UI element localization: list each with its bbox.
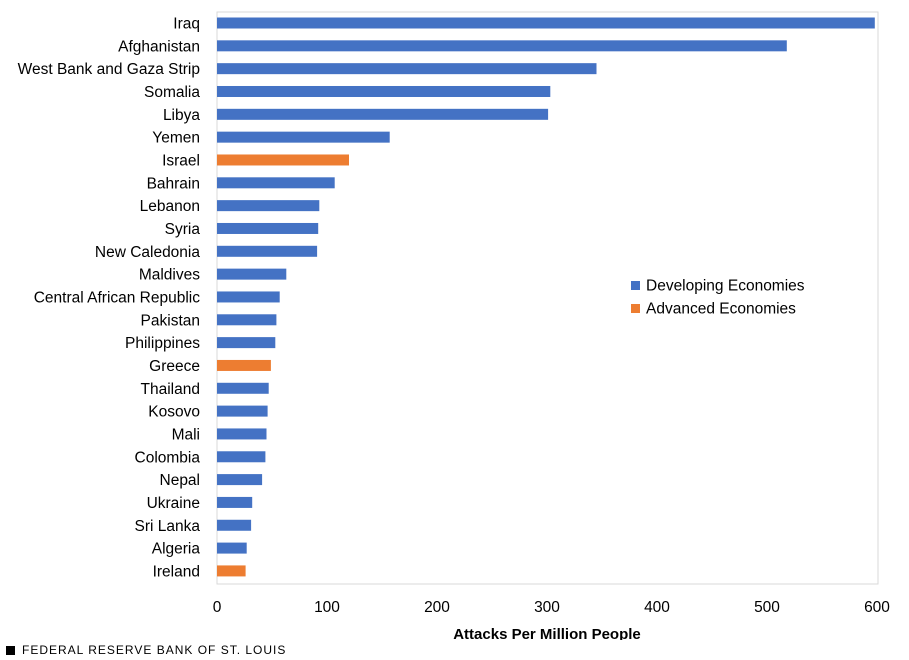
- bar-sri-lanka: [217, 519, 252, 531]
- category-label: Colombia: [135, 449, 201, 466]
- category-label: Libya: [163, 107, 200, 124]
- category-label: New Caledonia: [95, 244, 200, 261]
- category-label: Pakistan: [141, 312, 200, 329]
- legend-label: Developing Economies: [646, 278, 805, 295]
- footer-source: FEDERAL RESERVE BANK OF ST. LOUIS: [22, 643, 287, 657]
- legend-swatch: [631, 281, 640, 290]
- x-tick-label: 0: [213, 599, 222, 616]
- category-label: Greece: [149, 358, 200, 375]
- bar-greece: [217, 359, 271, 371]
- bar-kosovo: [217, 405, 268, 417]
- x-tick-label: 300: [534, 599, 560, 616]
- category-label: Ireland: [153, 563, 200, 580]
- x-tick-label: 200: [424, 599, 450, 616]
- category-labels: Iraq Afghanistan West Bank and Gaza Strip S…: [18, 16, 201, 581]
- category-label: Mali: [172, 426, 200, 443]
- category-label: Israel: [162, 152, 200, 169]
- bar-syria: [217, 222, 319, 234]
- x-tick-label: 400: [644, 599, 670, 616]
- category-label: Iraq: [173, 16, 200, 33]
- x-tick-labels: 0 100 200 300 400 500 600: [213, 599, 891, 616]
- bars-group: [217, 17, 875, 577]
- legend: Developing Economies Advanced Economies: [631, 278, 805, 318]
- category-label: Maldives: [139, 267, 200, 284]
- category-label: Bahrain: [147, 175, 200, 192]
- bar-ireland: [217, 565, 246, 577]
- bar-afghanistan: [217, 40, 787, 52]
- bar-colombia: [217, 451, 266, 463]
- x-tick-label: 600: [864, 599, 890, 616]
- category-label: Sri Lanka: [135, 518, 201, 535]
- category-label: Philippines: [125, 335, 200, 352]
- bar-pakistan: [217, 314, 277, 326]
- bar-libya: [217, 108, 549, 120]
- bar-yemen: [217, 131, 390, 143]
- footer: FEDERAL RESERVE BANK OF ST. LOUIS: [6, 643, 286, 657]
- bar-central-african-republic: [217, 291, 280, 303]
- category-label: Nepal: [160, 472, 201, 489]
- category-label: Lebanon: [140, 198, 200, 215]
- legend-swatch: [631, 304, 640, 313]
- bar-maldives: [217, 268, 287, 280]
- category-label: Ukraine: [147, 495, 200, 512]
- bar-new-caledonia: [217, 245, 318, 257]
- bar-nepal: [217, 474, 263, 486]
- x-axis-title: Attacks Per Million People: [453, 626, 641, 640]
- bar-ukraine: [217, 496, 253, 508]
- bar-bahrain: [217, 177, 335, 189]
- bar-israel: [217, 154, 349, 166]
- bar-lebanon: [217, 200, 320, 212]
- bar-thailand: [217, 382, 269, 394]
- category-label: West Bank and Gaza Strip: [18, 61, 200, 78]
- plot-area-border: [216, 11, 879, 585]
- bar-philippines: [217, 337, 276, 349]
- category-label: Central African Republic: [34, 289, 201, 306]
- category-label: Somalia: [144, 84, 200, 101]
- category-label: Kosovo: [148, 404, 200, 421]
- category-label: Syria: [165, 221, 201, 238]
- x-tick-label: 100: [314, 599, 340, 616]
- bar-iraq: [217, 17, 875, 29]
- footer-square-icon: [6, 645, 15, 655]
- category-label: Afghanistan: [118, 38, 200, 55]
- category-label: Thailand: [141, 381, 200, 398]
- bar-west-bank-and-gaza-strip: [217, 63, 597, 75]
- x-tick-label: 500: [754, 599, 780, 616]
- bar-mali: [217, 428, 267, 440]
- bar-somalia: [217, 85, 551, 97]
- category-label: Yemen: [152, 130, 200, 147]
- bar-algeria: [217, 542, 247, 554]
- category-label: Algeria: [152, 541, 201, 558]
- legend-label: Advanced Economies: [646, 301, 796, 318]
- bar-chart: Iraq Afghanistan West Bank and Gaza Strip S…: [18, 11, 891, 640]
